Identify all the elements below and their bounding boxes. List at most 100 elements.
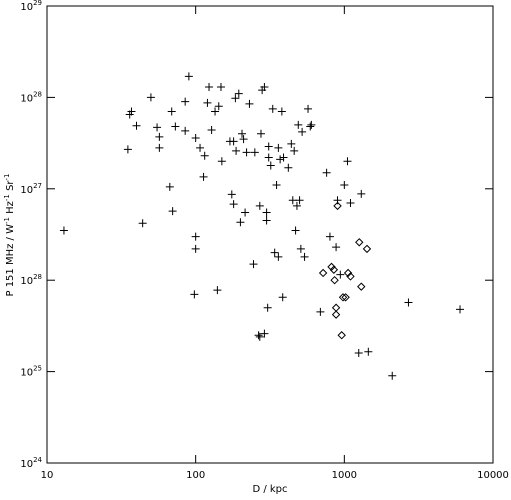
plus-point xyxy=(167,107,176,116)
plus-point xyxy=(181,126,190,135)
y-label-sup: -1 xyxy=(3,217,11,224)
plus-point xyxy=(306,122,315,131)
diamond-point xyxy=(341,293,350,302)
plus-point xyxy=(272,181,281,190)
plus-point xyxy=(242,148,251,157)
plus-point xyxy=(274,252,283,261)
y-tick-exp: 28 xyxy=(33,90,42,98)
plus-point xyxy=(277,107,286,116)
y-tick-label: 1028 xyxy=(20,273,42,287)
diamond-point xyxy=(329,265,339,274)
plus-point xyxy=(236,218,245,227)
y-tick-base: 10 xyxy=(20,93,33,104)
plus-point xyxy=(304,104,313,113)
plus-point xyxy=(288,196,297,205)
plus-point xyxy=(234,89,243,98)
plus-point xyxy=(181,97,190,106)
plus-point xyxy=(332,243,341,252)
plus-point xyxy=(239,135,248,144)
plus-point xyxy=(196,143,205,152)
plus-point xyxy=(216,82,225,91)
plus-point xyxy=(191,232,200,241)
diamond-point xyxy=(338,293,348,302)
plus-point xyxy=(357,189,366,198)
plus-point xyxy=(255,332,264,341)
plus-point xyxy=(264,142,273,151)
y-tick-base: 10 xyxy=(20,185,33,196)
plus-point xyxy=(199,172,208,181)
plus-point xyxy=(238,129,247,138)
plus-point xyxy=(229,200,238,209)
x-tick-label: 10 xyxy=(41,470,54,481)
plus-point xyxy=(268,104,277,113)
plus-point xyxy=(298,127,307,136)
y-tick-label: 1027 xyxy=(20,182,42,196)
plus-point xyxy=(264,153,273,162)
plus-point xyxy=(290,146,299,155)
plus-point xyxy=(263,303,272,312)
plus-point xyxy=(249,260,258,269)
plus-point xyxy=(245,99,254,108)
plus-point xyxy=(191,133,200,142)
plus-point xyxy=(254,331,263,340)
plus-point xyxy=(207,125,216,134)
plus-point xyxy=(211,107,220,116)
plus-point xyxy=(227,190,236,199)
plus-point xyxy=(123,145,132,154)
plus-point xyxy=(191,244,200,253)
y-tick-exp: 29 xyxy=(33,0,42,7)
plus-point xyxy=(322,168,331,177)
y-tick-base: 10 xyxy=(20,2,33,13)
diamond-point xyxy=(343,268,353,278)
y-tick-label: 1028 xyxy=(20,90,42,104)
diamond-point xyxy=(330,275,339,285)
plus-point xyxy=(232,146,241,155)
plus-point xyxy=(184,72,193,81)
plus-point xyxy=(256,129,265,138)
plus-point xyxy=(146,93,155,102)
plus-point xyxy=(279,153,288,162)
plus-point xyxy=(300,252,309,261)
y-tick-exp: 25 xyxy=(33,365,42,373)
plus-point xyxy=(217,157,226,166)
plus-point xyxy=(346,198,355,207)
y-label-part: Sr xyxy=(5,180,16,195)
plus-point xyxy=(343,157,352,166)
diamond-point xyxy=(357,282,366,291)
x-tick-label: 100 xyxy=(186,470,205,481)
plus-point xyxy=(255,201,264,210)
plus-point xyxy=(262,216,271,225)
plus-point xyxy=(262,208,271,217)
plus-point xyxy=(278,293,287,302)
plus-point xyxy=(296,244,305,253)
plus-point xyxy=(388,371,397,380)
plus-point xyxy=(171,122,180,131)
diamond-point xyxy=(346,272,355,281)
plus-point xyxy=(229,137,238,146)
y-tick-label: 1025 xyxy=(20,365,42,379)
diamond-point xyxy=(362,244,372,254)
diamond-point xyxy=(333,201,342,211)
plus-point xyxy=(276,155,285,164)
plus-point xyxy=(336,270,345,279)
plus-point xyxy=(291,226,300,235)
plus-point xyxy=(125,110,134,119)
diamond-point xyxy=(318,268,328,278)
plus-point xyxy=(165,182,174,191)
plus-point xyxy=(213,286,222,295)
diamond-point xyxy=(355,238,364,247)
plus-point xyxy=(325,232,334,241)
y-label-part: P 151 MHz / W xyxy=(5,224,16,297)
plus-point xyxy=(294,120,303,129)
x-tick-label: 1000 xyxy=(332,470,357,481)
plus-point xyxy=(200,151,209,160)
y-tick-label: 1029 xyxy=(20,0,42,13)
plus-point xyxy=(307,120,316,129)
plus-point xyxy=(270,248,279,257)
plus-point xyxy=(292,201,301,210)
plus-point xyxy=(241,208,250,217)
plus-point xyxy=(404,298,413,307)
plus-point xyxy=(153,123,162,132)
plus-point xyxy=(168,207,177,216)
plus-point xyxy=(155,143,164,152)
